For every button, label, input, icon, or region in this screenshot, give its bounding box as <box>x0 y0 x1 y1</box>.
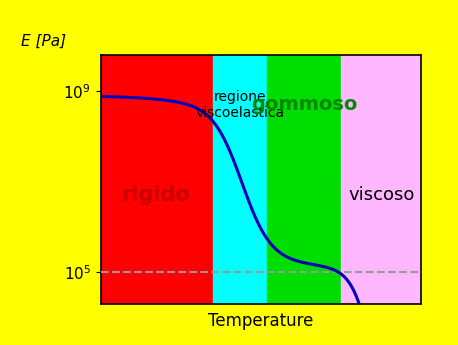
Text: regione
viscoelastica: regione viscoelastica <box>196 90 285 120</box>
Text: E [Pa]: E [Pa] <box>21 34 66 49</box>
Text: rigido: rigido <box>121 185 190 205</box>
X-axis label: Temperature: Temperature <box>208 312 314 330</box>
Text: viscoso: viscoso <box>348 186 414 204</box>
Bar <box>341 55 421 304</box>
Text: gommoso: gommoso <box>251 96 358 115</box>
Bar <box>213 55 267 304</box>
Bar <box>267 55 341 304</box>
Bar <box>101 55 213 304</box>
